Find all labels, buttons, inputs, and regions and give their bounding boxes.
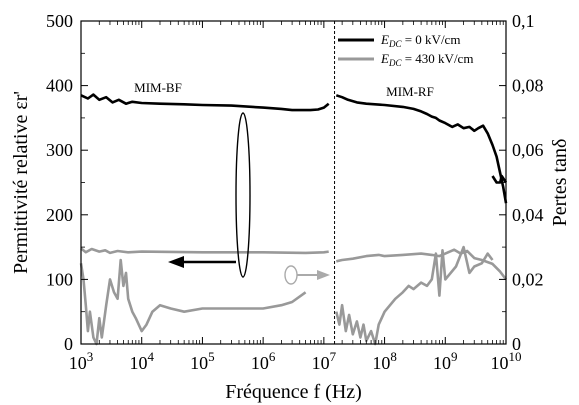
legend-entry: EDC = 0 kV/cm [380, 32, 460, 49]
y-left-axis-title: Permittivité relative εr' [10, 91, 32, 274]
series-line-4 [336, 248, 508, 281]
left-arrow-head [168, 256, 184, 268]
series-line-5 [335, 245, 494, 346]
x-tick-label: 105 [190, 349, 215, 373]
legend-entry: EDC = 430 kV/cm [380, 51, 473, 68]
annotation-mim-rf: MIM-RF [386, 84, 434, 99]
series-line-6 [491, 174, 508, 184]
y-left-tick-label: 300 [46, 140, 73, 160]
x-tick-label: 107 [312, 349, 337, 373]
loss-ellipse [284, 265, 298, 285]
axis-layer [80, 20, 507, 345]
y-right-tick-label: 0,06 [512, 140, 544, 160]
x-tick-label: 108 [372, 349, 397, 373]
y-right-tick-label: 0,02 [512, 269, 544, 289]
x-tick-label: 104 [129, 349, 154, 373]
y-right-axis-title: Pertes tanδ [549, 139, 571, 227]
x-tick-label: 103 [69, 349, 94, 373]
y-right-tick-label: 0,08 [512, 76, 544, 96]
x-axis-title: Fréquence f (Hz) [225, 381, 362, 403]
y-left-tick-label: 200 [46, 205, 73, 225]
series-layer [79, 93, 508, 346]
y-left-tick-label: 0 [64, 334, 73, 354]
series-ellipse [235, 112, 251, 278]
y-right-tick-label: 0 [512, 334, 521, 354]
y-right-tick-label: 0,1 [512, 11, 535, 31]
y-right-tick-label: 0,04 [512, 205, 544, 225]
right-arrow-head [317, 270, 330, 280]
series-line-7 [79, 258, 307, 346]
annotation-mim-bf: MIM-BF [134, 80, 182, 95]
series-line-1 [80, 93, 330, 112]
overlay-layer [168, 21, 336, 344]
text-layer: 0 100 200 300 400 500 0 0,02 0,04 0,06 0,08 0,1 103 1… [10, 11, 571, 403]
x-tick-label: 1010 [491, 349, 522, 373]
series-line-2 [335, 94, 508, 204]
y-left-tick-label: 500 [46, 11, 73, 31]
x-tick-label: 109 [433, 349, 458, 373]
plot-frame [80, 20, 507, 345]
y-left-tick-label: 100 [46, 269, 73, 289]
y-left-tick-label: 400 [46, 76, 73, 96]
series-line-3 [80, 247, 329, 255]
x-tick-label: 106 [251, 349, 276, 373]
